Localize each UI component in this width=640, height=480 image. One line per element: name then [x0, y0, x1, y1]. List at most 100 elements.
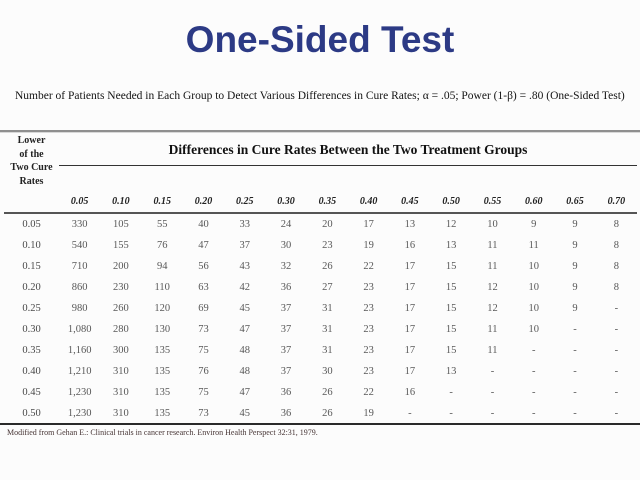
table-row: 0.05 330 105 55 40 33 24 20 17 13 12 10 9 9 8	[4, 213, 637, 235]
group-header-row: Lower of the Two Cure Rates Differences …	[4, 134, 637, 214]
table-cell: 75	[198, 345, 209, 356]
table-cell: 1,160	[67, 345, 92, 356]
row-label: 0.40	[22, 366, 41, 377]
table-cell: 12	[487, 282, 498, 293]
table-cell: 27	[322, 282, 333, 293]
table-cell: 73	[198, 408, 209, 419]
table-cell: 230	[113, 282, 129, 293]
table-cell: 69	[198, 303, 209, 314]
table-cell: 15	[445, 261, 457, 272]
table-cell: -	[614, 387, 619, 398]
table-row: 0.35 1,160 300 135 75 48 37 31 23 17 15 11 - - -	[4, 340, 637, 361]
table-cell: 9	[572, 240, 578, 251]
table-cell: 9	[531, 219, 537, 230]
column-header: 0.40	[347, 165, 390, 214]
column-header: 0.65	[554, 165, 596, 214]
table-cell: 76	[156, 240, 168, 251]
table-cell: 36	[280, 408, 292, 419]
row-header-title: Lower of the Two Cure Rates	[4, 134, 59, 214]
sample-size-table: Lower of the Two Cure Rates Differences …	[4, 134, 637, 424]
table-cell: 8	[613, 261, 619, 272]
column-header: 0.45	[389, 165, 431, 214]
table-cell: 300	[113, 345, 129, 356]
table-top-rule	[0, 130, 640, 133]
table-cell: 980	[71, 303, 88, 314]
table-row: 0.50 1,230 310 135 73 45 36 26 19 - - - - - -	[4, 403, 637, 424]
table-cell: -	[490, 387, 495, 398]
table-cell: -	[531, 387, 536, 398]
column-header: 0.30	[265, 165, 307, 214]
table-cell: 31	[322, 345, 333, 356]
table-cell: 10	[528, 303, 539, 314]
table-cell: 135	[154, 408, 171, 419]
table-cell: 16	[404, 387, 416, 398]
table-cell: 11	[487, 240, 498, 251]
column-header: 0.50	[430, 165, 472, 214]
table-cell: 105	[113, 219, 129, 230]
table-cell: 37	[280, 366, 292, 377]
column-header-row: 0.05 0.10 0.15 0.20 0.25 0.30 0.35 0.40 0.45 0.50…	[4, 165, 637, 214]
row-label: 0.25	[22, 303, 41, 314]
table-cell: -	[573, 345, 577, 356]
table-cell: 12	[487, 303, 498, 314]
table-cell: -	[573, 366, 577, 377]
row-label: 0.20	[22, 282, 41, 293]
table-cell: 13	[445, 240, 457, 251]
table-cell: -	[531, 366, 536, 377]
column-header: 0.10	[100, 165, 142, 214]
table-cell: 200	[113, 261, 129, 272]
table-cell: 10	[528, 282, 539, 293]
row-header-line: Rates	[19, 175, 44, 187]
table-cell: -	[531, 345, 536, 356]
table-cell: 11	[487, 345, 498, 356]
table-cell: 15	[445, 345, 457, 356]
table-cell: 26	[322, 387, 333, 398]
table-cell: 36	[280, 387, 292, 398]
table-cell: -	[614, 303, 619, 314]
table-cell: 135	[154, 345, 171, 356]
table-cell: -	[449, 408, 453, 419]
table-cell: 9	[572, 261, 578, 272]
table-cell: 8	[613, 240, 619, 251]
table-row: 0.45 1,230 310 135 75 47 36 26 22 16 - - - - -	[4, 382, 637, 403]
table-cell: 280	[113, 324, 129, 335]
table-cell: 23	[363, 366, 374, 377]
table-row: 0.10 540 155 76 47 37 30 23 19 16 13 11 11 9 8	[4, 235, 637, 256]
table-cell: 23	[363, 345, 374, 356]
row-header-line: Two Cure	[10, 162, 53, 173]
table-cell: 15	[445, 282, 457, 293]
table-cell: 30	[322, 366, 333, 377]
table-cell: 20	[322, 219, 333, 230]
table-cell: 9	[572, 219, 578, 230]
table-cell: 1,230	[67, 387, 92, 398]
table-bottom-rule	[0, 423, 640, 425]
table-cell: 17	[404, 345, 416, 356]
table-cell: -	[531, 408, 536, 419]
table-cell: 110	[154, 282, 170, 293]
table-cell: 22	[363, 387, 374, 398]
table-cell: 31	[322, 303, 333, 314]
table-row: 0.20 860 230 110 63 42 36 27 23 17 15 12 10 9 8	[4, 277, 637, 298]
table-cell: 48	[239, 345, 251, 356]
table-cell: 120	[154, 303, 171, 314]
table-cell: 19	[363, 240, 374, 251]
table-header: Lower of the Two Cure Rates Differences …	[4, 134, 637, 214]
table-cell: 17	[404, 324, 416, 335]
table-cell: 37	[280, 303, 292, 314]
table-cell: 1,210	[67, 366, 92, 377]
row-header-line: of the	[19, 148, 44, 160]
table-cell: 23	[363, 282, 374, 293]
table-cell: 22	[363, 261, 374, 272]
column-header: 0.05	[59, 165, 101, 214]
column-header: 0.25	[224, 165, 266, 214]
table-cell: 9	[572, 282, 578, 293]
table-caption: Number of Patients Needed in Each Group …	[15, 90, 625, 102]
table-cell: 47	[239, 387, 251, 398]
table-cell: 10	[528, 324, 539, 335]
table-cell: 10	[487, 219, 498, 230]
row-label: 0.45	[22, 387, 41, 398]
table-cell: -	[614, 324, 619, 335]
table-cell: 17	[404, 366, 416, 377]
table-cell: 310	[113, 366, 129, 377]
column-header: 0.55	[471, 165, 514, 214]
